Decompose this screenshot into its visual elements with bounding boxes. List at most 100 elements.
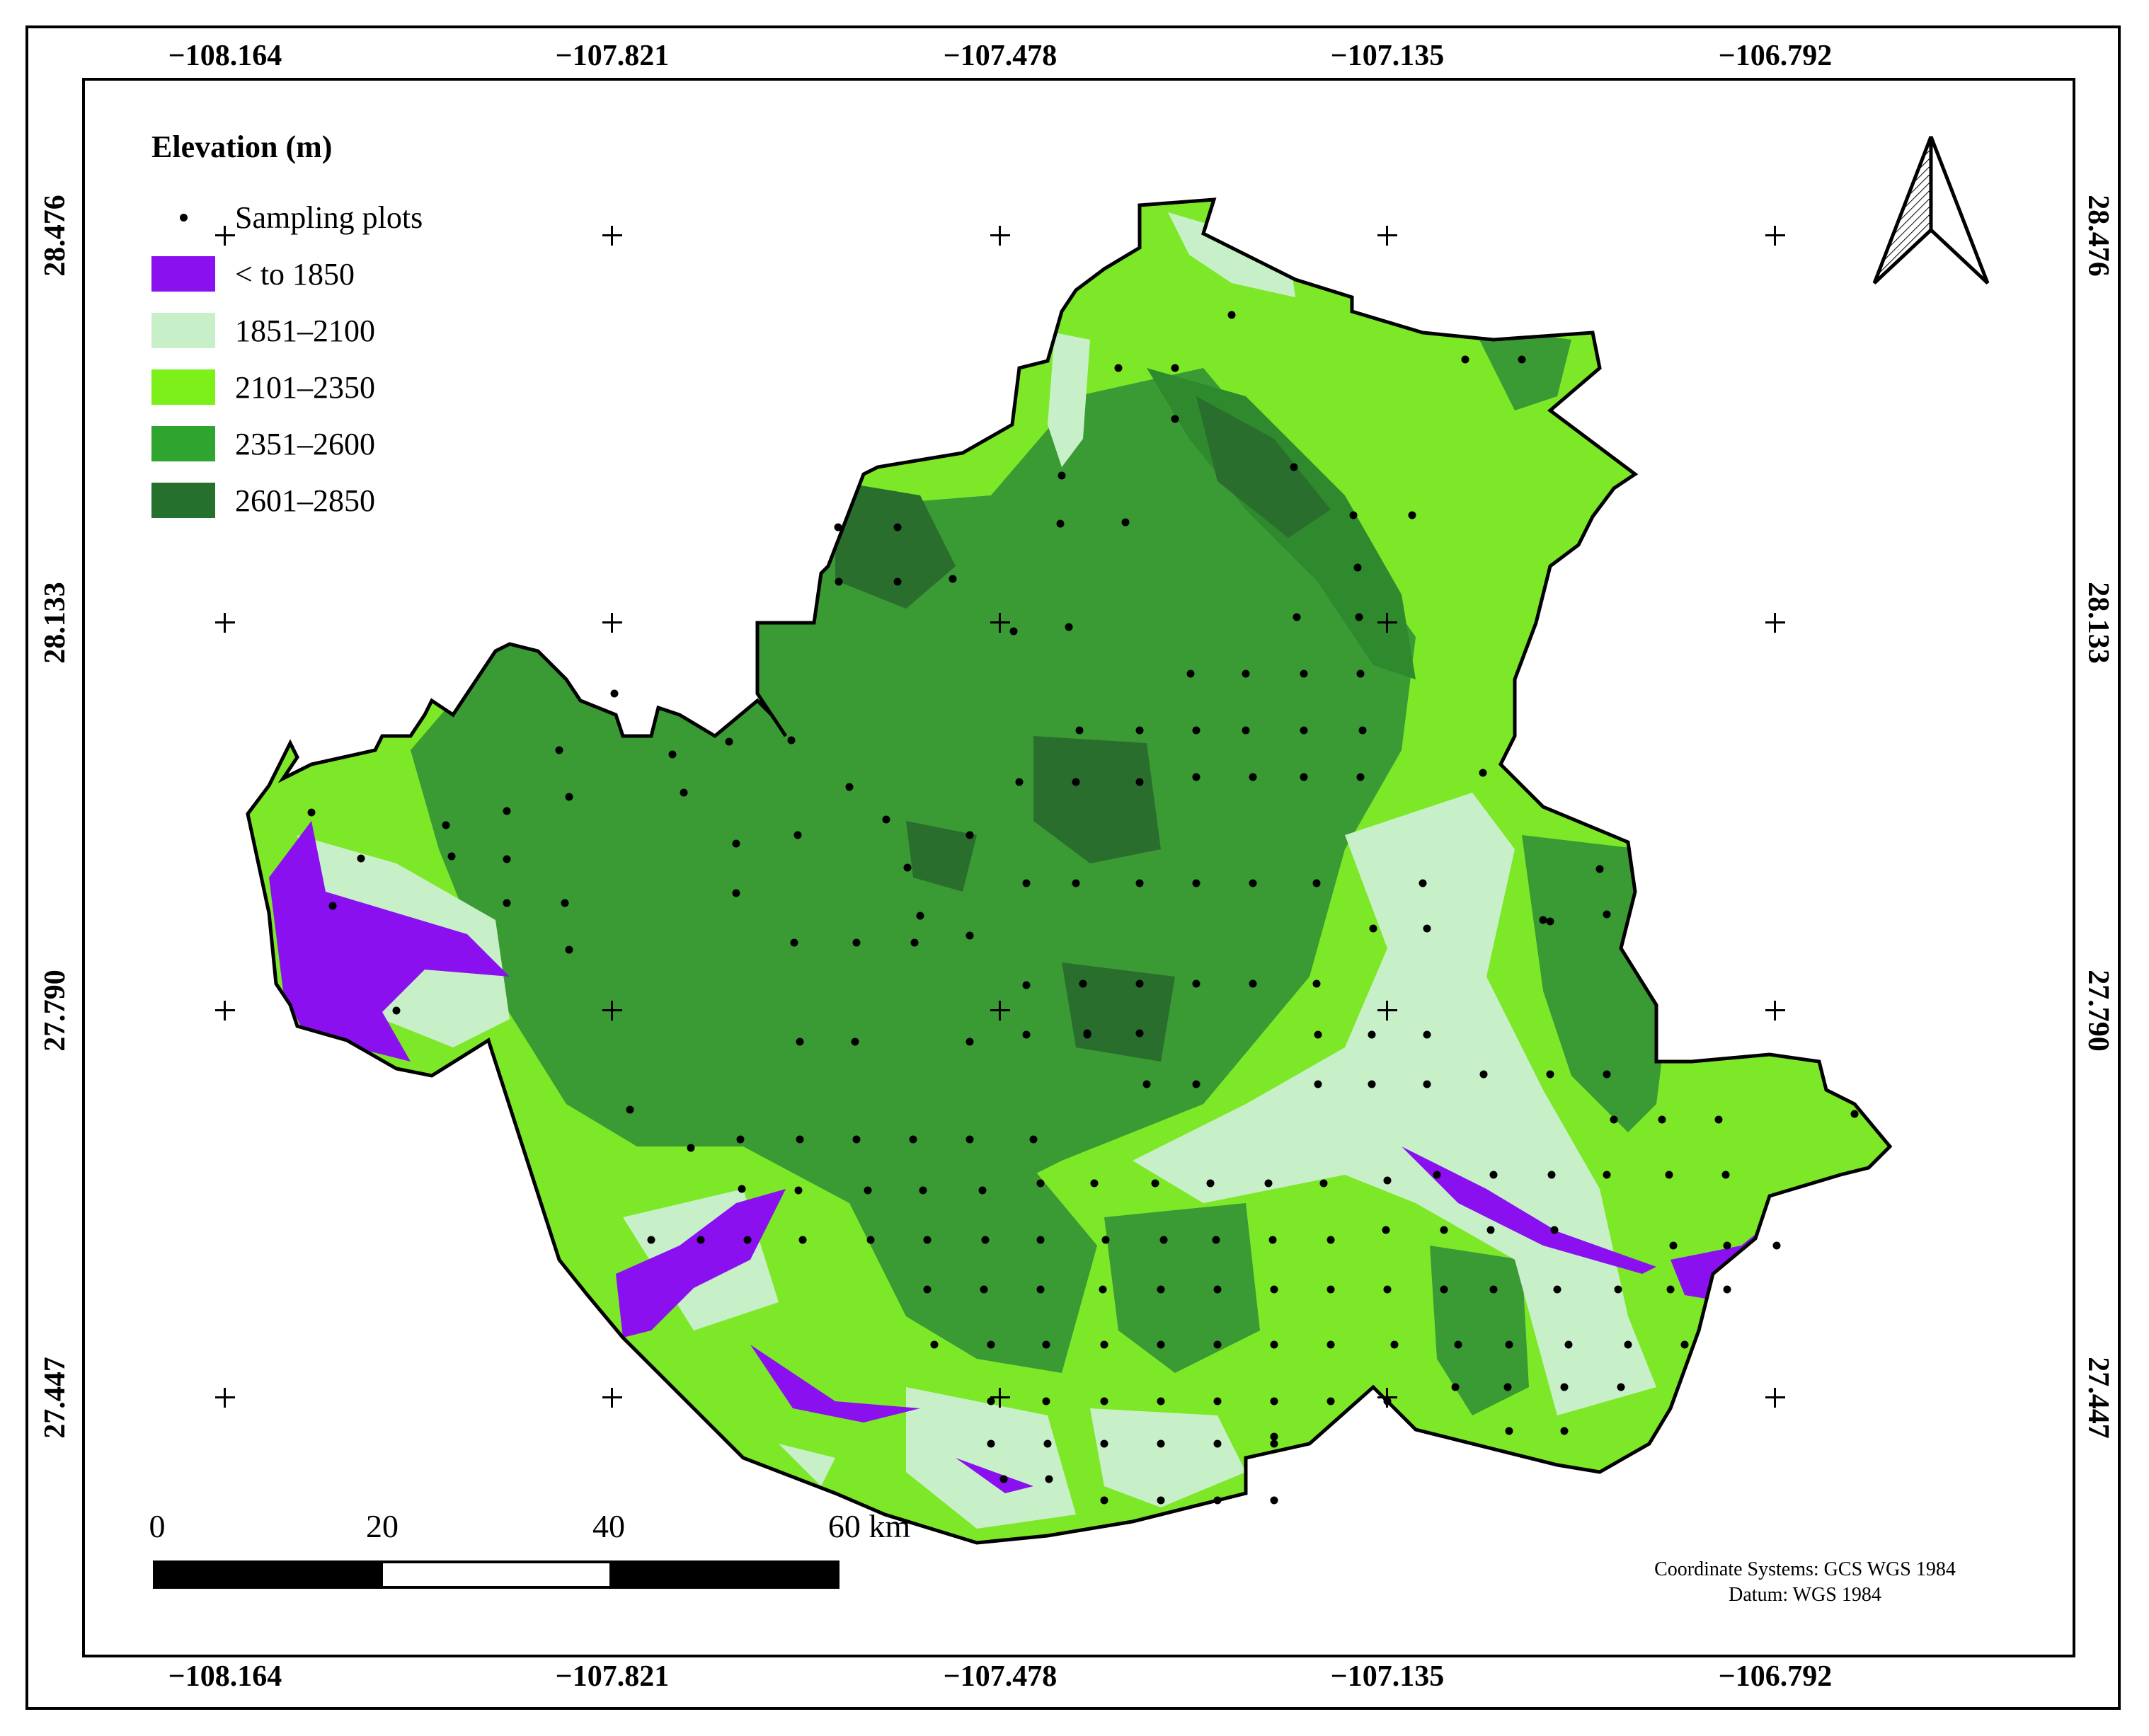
- sampling-plot-point: [1419, 879, 1427, 887]
- sampling-plot-point: [1022, 1030, 1031, 1039]
- graticule-cross: [215, 226, 235, 246]
- graticule-cross: [1377, 1388, 1397, 1408]
- sampling-plot-point: [965, 1037, 974, 1046]
- sampling-plot-point: [1213, 1340, 1222, 1349]
- sampling-plot-point: [1042, 1340, 1050, 1349]
- sampling-plot-point: [1192, 1080, 1200, 1088]
- graticule-cross: [1377, 613, 1397, 633]
- sampling-plot-point: [610, 689, 619, 698]
- sampling-plot-point: [1850, 1110, 1859, 1118]
- sampling-plot-point: [893, 577, 902, 586]
- sampling-plot-point: [1090, 1179, 1099, 1188]
- sampling-plot-point: [1489, 1171, 1498, 1179]
- sampling-plot-point: [1192, 979, 1200, 988]
- sampling-plot-point: [1714, 1115, 1723, 1124]
- graticule-cross: [1765, 613, 1785, 633]
- sampling-plot-point: [1186, 669, 1195, 678]
- sampling-plot-point: [1212, 1236, 1220, 1244]
- sampling-plot-point: [1461, 355, 1469, 364]
- sampling-plot-point: [1270, 1397, 1278, 1406]
- sampling-plot-point: [1479, 1070, 1488, 1079]
- sampling-plot-point: [1355, 613, 1363, 621]
- graticule-cross: [602, 613, 622, 633]
- legend-item-sampling-plots: Sampling plots: [151, 189, 423, 246]
- sampling-plot-point: [1249, 879, 1257, 887]
- sampling-plots-layer: [307, 311, 1859, 1505]
- sampling-plot-point: [796, 1037, 804, 1046]
- lon-label-top: −107.135: [1330, 40, 1445, 72]
- sampling-plot-point: [1451, 1383, 1460, 1391]
- legend-item-class: 2601–2850: [151, 472, 423, 529]
- datum-line: Datum: WGS 1984: [1729, 1584, 1881, 1606]
- sampling-plot-point: [1383, 1176, 1392, 1185]
- sampling-plot-point: [1192, 773, 1200, 781]
- sampling-plot-point: [999, 1475, 1008, 1483]
- sampling-plot-point: [1440, 1285, 1448, 1294]
- scale-bar: [153, 1560, 839, 1589]
- sampling-plot-point: [1300, 726, 1308, 735]
- lon-label-bottom: −107.821: [555, 1660, 670, 1693]
- map-frame-inner: [82, 78, 2075, 1657]
- legend-item-class: 2351–2600: [151, 415, 423, 472]
- sampling-plot-point: [852, 1135, 861, 1144]
- sampling-plot-point: [1300, 773, 1308, 781]
- sampling-plot-point: [1029, 1135, 1038, 1144]
- legend-label: Sampling plots: [235, 200, 423, 235]
- sampling-plot-point: [647, 1236, 655, 1244]
- legend-swatch: [151, 256, 215, 292]
- sampling-plot-point: [1547, 1171, 1556, 1179]
- lon-label-bottom: −108.164: [168, 1660, 282, 1693]
- sampling-plot-point: [793, 831, 802, 839]
- sampling-plot-point: [790, 938, 798, 947]
- sampling-plot-point: [1157, 1285, 1165, 1294]
- sampling-plot-point: [565, 945, 573, 954]
- sampling-plot-point: [965, 1135, 974, 1144]
- sampling-plot-point: [909, 1135, 917, 1144]
- sampling-plot-point: [1242, 669, 1250, 678]
- legend-item-class: < to 1850: [151, 246, 423, 302]
- sampling-plot-point: [1270, 1340, 1278, 1349]
- sampling-plot-point: [1022, 879, 1031, 887]
- sampling-plot-point: [1610, 1115, 1618, 1124]
- sampling-plot-point: [1135, 726, 1144, 735]
- sampling-plot-point: [923, 1236, 932, 1244]
- sampling-plot-point: [1100, 1439, 1108, 1448]
- sampling-plot-point: [1326, 1397, 1335, 1406]
- sampling-plot-point: [1408, 511, 1416, 519]
- sampling-plot-point: [626, 1105, 634, 1114]
- graticule-cross: [990, 1388, 1010, 1408]
- lon-label-top: −107.478: [943, 40, 1058, 72]
- sampling-plot-point: [1135, 1029, 1144, 1037]
- legend-label: 1851–2100: [235, 313, 375, 348]
- lat-label-right: 27.790: [2082, 970, 2114, 1052]
- sampling-plot-point: [981, 1236, 990, 1244]
- sampling-plot-point: [1312, 979, 1321, 988]
- sampling-plot-point: [923, 1285, 932, 1294]
- sampling-plot-point: [987, 1397, 995, 1406]
- sampling-plot-point: [442, 821, 450, 829]
- sampling-plot-point: [561, 899, 569, 907]
- sampling-plot-point: [1326, 1340, 1335, 1349]
- legend-label: < to 1850: [235, 256, 355, 292]
- sampling-plot-point: [1721, 1171, 1730, 1179]
- sampling-plot-point: [864, 1186, 872, 1195]
- sampling-plot-point: [1454, 1340, 1462, 1349]
- sampling-plot-point: [1356, 669, 1365, 678]
- sampling-plot-point: [1358, 726, 1367, 735]
- sampling-plot-point: [1433, 1171, 1441, 1179]
- sampling-plot-point: [687, 1144, 695, 1152]
- graticule-cross: [215, 1001, 235, 1021]
- sampling-plot-point: [1135, 879, 1144, 887]
- sampling-plot-point: [1539, 916, 1547, 924]
- sampling-plot-point: [1680, 1340, 1689, 1349]
- sampling-plot-point: [1319, 1179, 1328, 1188]
- sampling-plot-point: [1423, 1080, 1431, 1088]
- sampling-plot-point: [1270, 1496, 1278, 1505]
- sampling-plot-point: [965, 831, 974, 839]
- sampling-plot-point: [1617, 1383, 1625, 1391]
- sampling-plot-point: [1157, 1439, 1165, 1448]
- sampling-plot-point: [736, 1135, 745, 1144]
- coordinate-system-line: Coordinate Systems: GCS WGS 1984: [1654, 1558, 1956, 1580]
- sampling-plot-point: [1142, 1080, 1151, 1088]
- sampling-plot-point: [980, 1285, 988, 1294]
